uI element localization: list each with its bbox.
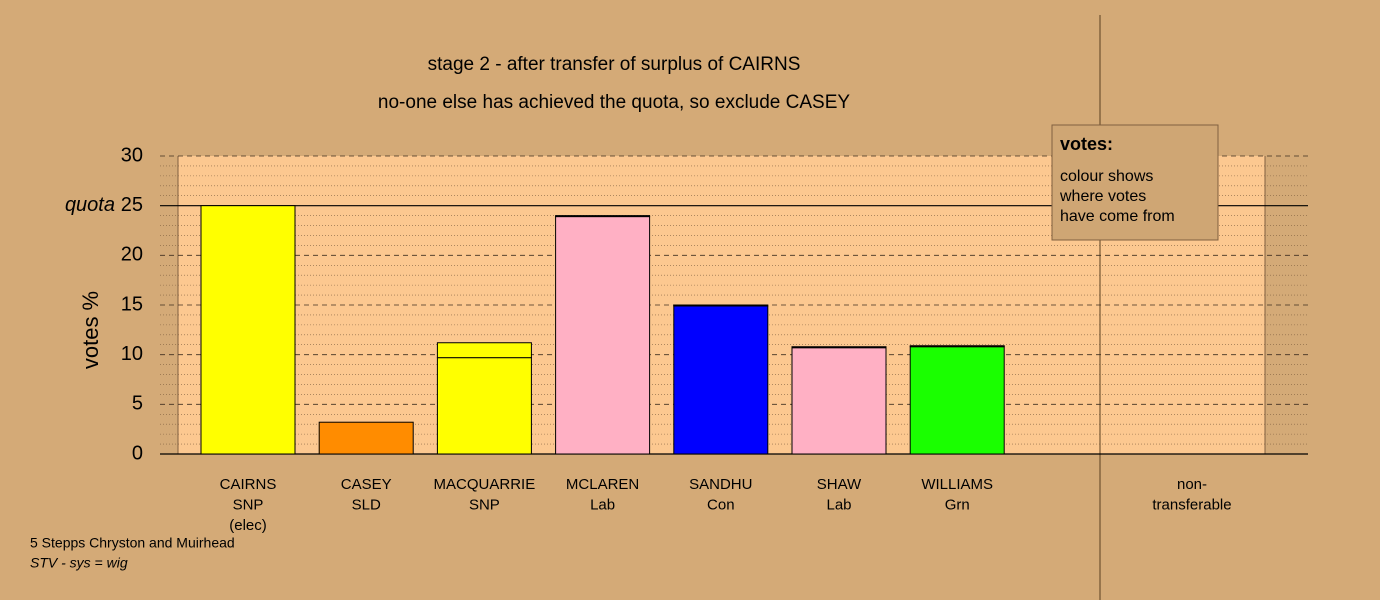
footnote: 5 Stepps Chryston and Muirhead: [30, 535, 235, 551]
y-tick-label: 25: [121, 194, 143, 216]
x-tick-label: SANDHU: [689, 476, 752, 493]
y-tick-label: 15: [121, 293, 143, 315]
x-tick-label: (elec): [229, 517, 267, 534]
y-tick-label: 10: [121, 343, 143, 365]
y-tick-label: 30: [121, 144, 143, 166]
bar-segment: [673, 304, 769, 307]
x-tick-label: SHAW: [817, 476, 862, 493]
x-tick-label: WILLIAMS: [921, 476, 993, 493]
x-tick-label: MCLAREN: [566, 476, 639, 493]
y-tick-label: 20: [121, 244, 143, 266]
y-tick-label: 5: [132, 393, 143, 415]
chart-title: stage 2 - after transfer of surplus of C…: [428, 54, 801, 75]
bar-segment: [791, 346, 887, 349]
bar-segment: [673, 305, 769, 455]
bar-segment: [909, 345, 1005, 348]
bar-segment: [555, 216, 651, 455]
y-tick-label: 0: [132, 442, 143, 464]
bar-segment: [436, 342, 532, 359]
bar-segment: [436, 357, 532, 455]
bar-segment: [318, 421, 414, 455]
legend-text: where votes: [1059, 188, 1146, 205]
legend-title: votes:: [1060, 134, 1113, 154]
footnote: STV - sys = wig: [30, 555, 128, 571]
legend-text: colour shows: [1060, 168, 1153, 185]
x-tick-label: CAIRNS: [220, 476, 277, 493]
x-tick-label: SLD: [352, 496, 381, 513]
bar-segment: [555, 215, 651, 218]
x-tick-label: non-: [1177, 476, 1207, 493]
x-tick-label: Lab: [590, 496, 615, 513]
x-tick-label: CASEY: [341, 476, 392, 493]
x-tick-label: SNP: [469, 496, 500, 513]
legend-text: have come from: [1060, 208, 1175, 225]
bars: [200, 205, 1005, 455]
grid: [160, 155, 1308, 455]
x-tick-label: SNP: [233, 496, 264, 513]
x-tick-label: Grn: [945, 496, 970, 513]
x-tick-label: Con: [707, 496, 735, 513]
chart-subtitle: no-one else has achieved the quota, so e…: [378, 92, 850, 113]
x-tick-label: Lab: [826, 496, 851, 513]
bar-segment: [200, 205, 296, 455]
y-axis-label: votes %: [78, 291, 103, 369]
quota-label: quota: [65, 194, 115, 216]
x-tick-label: MACQUARRIE: [434, 476, 536, 493]
x-tick-label: transferable: [1152, 496, 1231, 513]
legend-box: [1051, 124, 1219, 241]
bar-segment: [909, 346, 1005, 455]
bar-segment: [791, 347, 887, 455]
